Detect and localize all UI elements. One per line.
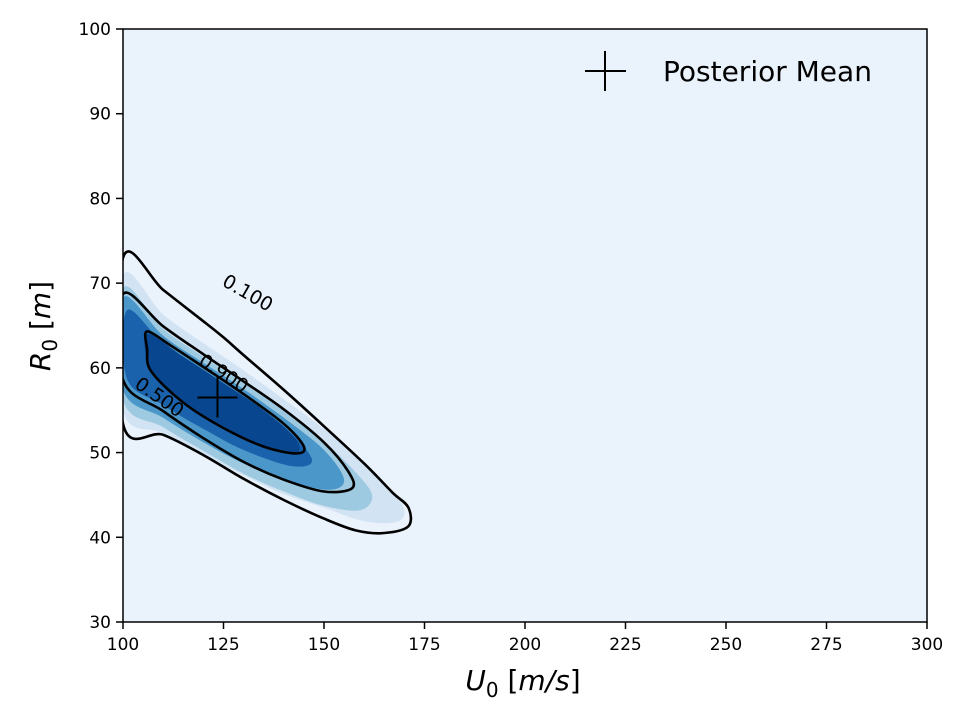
x-tick-label: 275 <box>810 635 842 655</box>
legend: Posterior Mean <box>585 51 872 91</box>
y-axis-ticks: 30 40 50 60 70 80 90 100 <box>79 20 123 633</box>
legend-entry-label: Posterior Mean <box>663 55 872 88</box>
contour-lines <box>123 250 413 535</box>
legend-marker-plus-icon <box>585 51 626 91</box>
x-tick-label: 300 <box>911 635 943 655</box>
contour-fill-5 <box>144 333 300 454</box>
y-tick-label: 70 <box>89 274 111 294</box>
y-tick-label: 80 <box>89 189 111 209</box>
contour-line-0.100 <box>123 250 413 535</box>
y-tick-label: 90 <box>89 105 111 125</box>
x-tick-label: 225 <box>609 635 641 655</box>
x-tick-label: 100 <box>107 635 139 655</box>
x-axis-label: U0 [m/s] <box>465 664 580 702</box>
x-axis-ticks: 100 125 150 175 200 225 250 275 300 <box>107 622 943 655</box>
x-tick-label: 250 <box>710 635 742 655</box>
y-tick-label: 100 <box>79 20 111 40</box>
contour-line-0.500 <box>123 291 356 494</box>
plot-background <box>123 29 927 622</box>
posterior-mean-marker <box>197 377 238 418</box>
x-tick-label: 125 <box>207 635 239 655</box>
x-tick-label: 150 <box>308 635 340 655</box>
y-tick-label: 30 <box>89 613 111 633</box>
y-axis-label: R0 [m] <box>24 281 62 371</box>
contour-line-0.900 <box>143 330 306 455</box>
x-tick-label: 175 <box>408 635 440 655</box>
y-tick-label: 50 <box>89 444 111 464</box>
y-tick-label: 40 <box>89 528 111 548</box>
x-tick-label: 200 <box>509 635 541 655</box>
y-tick-label: 60 <box>89 359 111 379</box>
